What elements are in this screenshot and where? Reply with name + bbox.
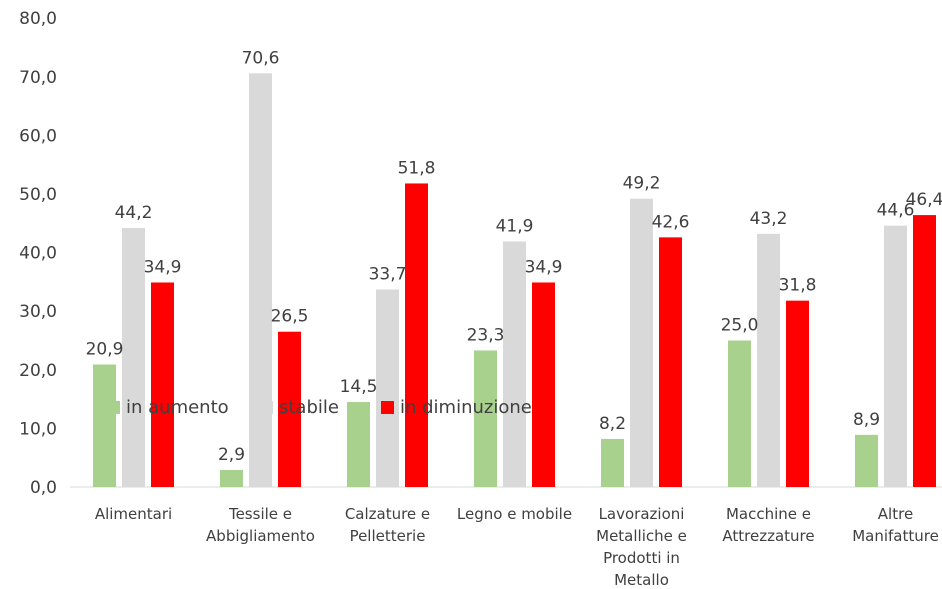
category-label: Alimentari <box>95 505 172 523</box>
category-label: Calzature e Pelletterie <box>345 505 430 545</box>
y-tick-label: 80,0 <box>19 9 57 29</box>
data-label: 14,5 <box>340 377 378 397</box>
legend-swatch <box>107 401 120 414</box>
category-label: Tessile e Abbigliamento <box>206 505 315 545</box>
bar <box>220 470 243 487</box>
legend-label: in aumento <box>126 397 229 418</box>
legend-label: stabile <box>279 397 339 418</box>
bar <box>122 227 145 487</box>
bar <box>728 340 751 487</box>
category-label-line: Calzature e <box>345 505 430 523</box>
data-label: 46,4 <box>906 190 942 210</box>
category-label-line: Attrezzature <box>722 527 814 545</box>
category-label-line: Macchine e <box>726 505 811 523</box>
y-tick-label: 30,0 <box>19 302 57 322</box>
bar <box>786 300 809 487</box>
category-label-line: Pelletterie <box>350 527 426 545</box>
category-label-line: Tessile e <box>228 505 292 523</box>
data-label: 42,6 <box>652 212 690 232</box>
category-label-line: Prodotti in <box>603 549 680 567</box>
bar <box>601 438 624 487</box>
data-label: 33,7 <box>369 265 407 285</box>
data-label: 8,2 <box>599 414 626 434</box>
bar <box>532 282 555 487</box>
data-label: 31,8 <box>779 276 817 296</box>
y-axis: 0,0 10,0 20,0 30,0 40,0 50,0 60,0 70,0 80,0 <box>19 9 942 498</box>
data-label: 41,9 <box>496 216 534 236</box>
y-tick-label: 40,0 <box>19 244 57 264</box>
bars <box>93 73 936 488</box>
category-label: Legno e mobile <box>457 505 572 523</box>
y-tick-label: 60,0 <box>19 126 57 146</box>
bar <box>347 402 370 487</box>
bar <box>659 237 682 487</box>
legend: in aumento stabile in diminuzione <box>107 397 532 418</box>
bar <box>93 364 116 487</box>
data-label: 44,2 <box>115 203 153 223</box>
y-tick-label: 50,0 <box>19 185 57 205</box>
legend-label: in diminuzione <box>400 397 532 418</box>
data-label: 44,6 <box>877 201 915 221</box>
bar <box>376 289 399 487</box>
y-tick-label: 20,0 <box>19 361 57 381</box>
category-label: Altre Manifatture <box>852 505 939 545</box>
bar <box>405 183 428 487</box>
data-label: 2,9 <box>218 445 245 465</box>
data-label: 8,9 <box>853 410 880 430</box>
bar <box>151 282 174 487</box>
bar <box>855 434 878 487</box>
bar <box>474 350 497 487</box>
bar <box>249 73 272 487</box>
category-label-line: Alimentari <box>95 505 172 523</box>
legend-swatch <box>381 401 394 414</box>
category-label-line: Altre <box>878 505 913 523</box>
data-label: 25,0 <box>721 316 759 336</box>
category-label-line: Legno e mobile <box>457 505 572 523</box>
data-label: 51,8 <box>398 158 436 178</box>
category-label: Macchine e Attrezzature <box>722 505 814 545</box>
y-tick-label: 70,0 <box>19 68 57 88</box>
bar <box>757 233 780 487</box>
data-label: 23,3 <box>467 325 505 345</box>
category-label-line: Lavorazioni <box>599 505 685 523</box>
data-label: 26,5 <box>271 307 309 327</box>
data-labels: 20,9 44,2 34,9 2,9 70,6 26,5 14,5 33,7 51,8 23,3 4… <box>86 48 942 465</box>
y-tick-label: 0,0 <box>30 478 57 498</box>
legend-swatch <box>260 401 273 414</box>
x-axis-categories: Alimentari Tessile e Abbigliamento Calzatur… <box>95 505 939 589</box>
category-label: Lavorazioni Metalliche e Prodotti in Metall… <box>596 505 687 589</box>
data-label: 20,9 <box>86 340 124 360</box>
data-label: 70,6 <box>242 48 280 68</box>
data-label: 49,2 <box>623 174 661 194</box>
bar <box>884 225 907 488</box>
y-tick-label: 10,0 <box>19 419 57 439</box>
bar <box>278 331 301 487</box>
category-label-line: Metallo <box>614 571 669 589</box>
bar <box>913 215 936 487</box>
category-label-line: Abbigliamento <box>206 527 315 545</box>
data-label: 34,9 <box>525 257 563 277</box>
category-label-line: Metalliche e <box>596 527 687 545</box>
data-label: 43,2 <box>750 209 788 229</box>
data-label: 34,9 <box>144 257 182 277</box>
bar <box>630 198 653 488</box>
category-label-line: Manifatture <box>852 527 939 545</box>
bar <box>503 241 526 487</box>
